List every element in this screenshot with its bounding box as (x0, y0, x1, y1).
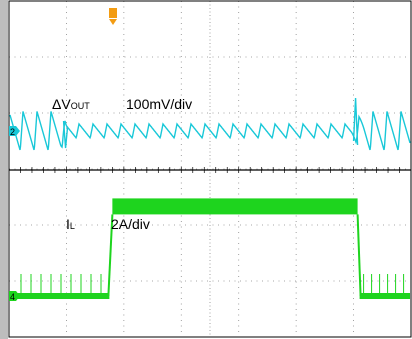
left-bezel (0, 0, 8, 339)
grid (8, 1, 412, 337)
dvout-label: ΔVOUT (52, 96, 90, 112)
il-scale-label: 2A/div (111, 216, 150, 232)
channel-2-marker-shape (9, 126, 20, 136)
il-high-current-band (112, 198, 358, 215)
il-baseline-left (10, 293, 110, 299)
channel-2-marker: 2 (9, 126, 20, 137)
channel-4-marker-shape (9, 291, 20, 301)
il-label-main: I (66, 216, 70, 232)
il-label: IL (66, 216, 75, 232)
dvout-label-sub: OUT (71, 101, 91, 111)
channel-4-marker-label: 4 (10, 292, 15, 302)
dvout-waveform (9, 111, 411, 151)
il-fall-edge (356, 214, 362, 297)
il-label-sub: L (70, 221, 75, 231)
il-rise-edge (107, 214, 114, 297)
trigger-arrow-icon (109, 19, 117, 25)
channel-4-marker: 4 (9, 291, 20, 302)
dvout-label-main: ΔV (52, 96, 71, 112)
dvout-trace (9, 97, 411, 151)
plot-frame (8, 0, 412, 338)
channel-2-marker-label: 2 (10, 127, 15, 137)
dvout-load-release-spike (352, 97, 359, 146)
trigger-marker (109, 8, 117, 25)
dvout-scale-label: 100mV/div (126, 96, 192, 112)
dvout-load-step-spike (62, 120, 69, 149)
il-trace (10, 198, 410, 299)
trigger-marker-body (109, 8, 117, 18)
il-baseline-right (359, 293, 410, 299)
